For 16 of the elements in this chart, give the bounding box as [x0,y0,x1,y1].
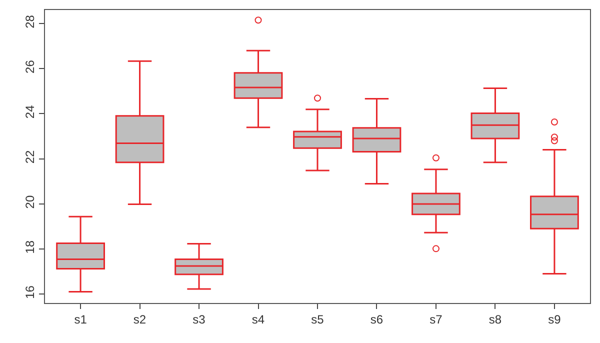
x-tick-label: s4 [252,312,265,326]
x-tick-label: s9 [548,312,562,326]
x-tick-label: s5 [311,312,324,326]
x-tick-label: s3 [192,312,206,326]
x-tick-label: s1 [74,312,88,326]
x-tick-label: s8 [488,312,502,326]
y-tick-label: 24 [23,104,38,119]
y-tick-label: 22 [23,150,38,164]
y-tick-label: 28 [23,14,38,28]
x-tick-label: s2 [133,312,146,326]
x-tick-label: s7 [430,312,443,326]
y-tick-label: 16 [23,285,38,299]
y-tick-label: 18 [23,240,38,254]
y-tick-label: 26 [23,60,38,74]
y-tick-label: 20 [23,195,38,209]
x-tick-label: s6 [370,312,384,326]
